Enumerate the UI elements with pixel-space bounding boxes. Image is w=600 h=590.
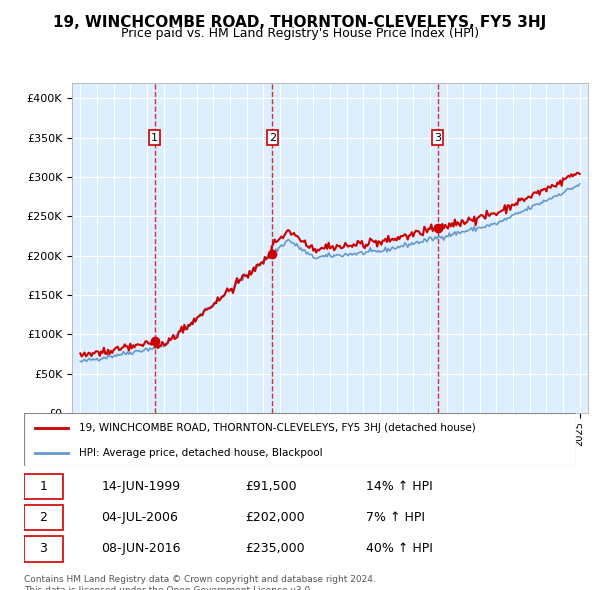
Text: 40% ↑ HPI: 40% ↑ HPI <box>366 542 433 555</box>
Text: 2: 2 <box>269 133 276 143</box>
FancyBboxPatch shape <box>24 536 62 562</box>
Text: 14% ↑ HPI: 14% ↑ HPI <box>366 480 433 493</box>
Text: 7% ↑ HPI: 7% ↑ HPI <box>366 511 425 525</box>
Text: 1: 1 <box>40 480 47 493</box>
Text: 08-JUN-2016: 08-JUN-2016 <box>101 542 181 555</box>
Text: HPI: Average price, detached house, Blackpool: HPI: Average price, detached house, Blac… <box>79 448 323 458</box>
FancyBboxPatch shape <box>24 505 62 530</box>
Text: 19, WINCHCOMBE ROAD, THORNTON-CLEVELEYS, FY5 3HJ (detached house): 19, WINCHCOMBE ROAD, THORNTON-CLEVELEYS,… <box>79 423 476 433</box>
Text: £235,000: £235,000 <box>245 542 304 555</box>
Text: 2: 2 <box>40 511 47 525</box>
FancyBboxPatch shape <box>24 474 62 499</box>
Text: 3: 3 <box>434 133 441 143</box>
Text: Contains HM Land Registry data © Crown copyright and database right 2024.
This d: Contains HM Land Registry data © Crown c… <box>24 575 376 590</box>
Text: 19, WINCHCOMBE ROAD, THORNTON-CLEVELEYS, FY5 3HJ: 19, WINCHCOMBE ROAD, THORNTON-CLEVELEYS,… <box>53 15 547 30</box>
Text: 3: 3 <box>40 542 47 555</box>
Text: 04-JUL-2006: 04-JUL-2006 <box>101 511 178 525</box>
Text: Price paid vs. HM Land Registry's House Price Index (HPI): Price paid vs. HM Land Registry's House … <box>121 27 479 40</box>
FancyBboxPatch shape <box>24 413 576 466</box>
Text: 14-JUN-1999: 14-JUN-1999 <box>101 480 181 493</box>
Text: 1: 1 <box>151 133 158 143</box>
Text: £91,500: £91,500 <box>245 480 296 493</box>
Text: £202,000: £202,000 <box>245 511 304 525</box>
